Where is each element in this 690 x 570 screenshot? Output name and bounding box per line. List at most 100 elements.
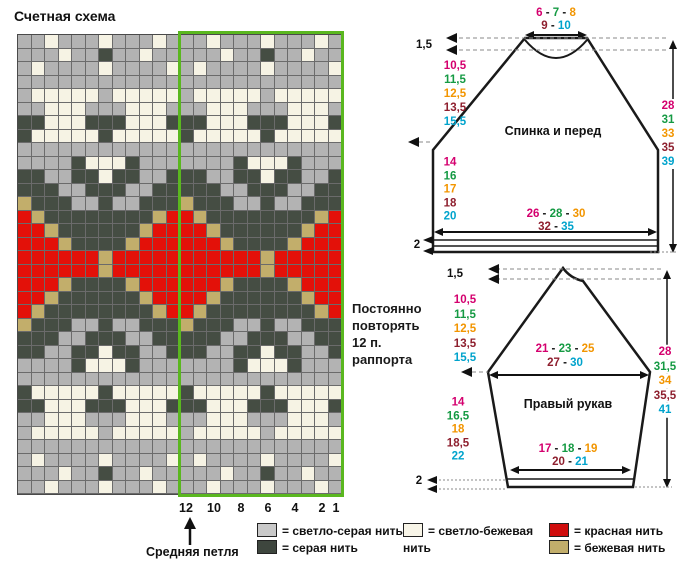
chart-cell <box>139 359 153 373</box>
chart-cell <box>261 129 275 143</box>
chart-cell <box>139 426 153 440</box>
chart-cell <box>220 332 234 346</box>
chart-cell <box>18 156 32 170</box>
chart-cell <box>58 440 72 454</box>
chart-cell <box>45 345 59 359</box>
chart-cell <box>139 197 153 211</box>
chart-cell <box>261 453 275 467</box>
yarn-swatch <box>257 540 277 554</box>
chart-cell <box>72 251 86 265</box>
chart-cell <box>72 48 86 62</box>
size-1-value: 6 <box>536 7 543 19</box>
sl-name: Правый рукав <box>524 397 612 411</box>
chart-cell <box>126 399 140 413</box>
size-1-value: 28 <box>660 99 676 113</box>
chart-cell <box>180 129 194 143</box>
chart-cell <box>301 75 315 89</box>
chart-cell <box>31 305 45 319</box>
chart-cell <box>153 453 167 467</box>
chart-cell <box>99 116 113 130</box>
bf-neck-height: 1,5 <box>416 39 432 51</box>
size-5-value: 15,5 <box>453 351 477 364</box>
chart-cell <box>315 102 329 116</box>
chart-cell <box>247 399 261 413</box>
chart-cell <box>18 197 32 211</box>
chart-cell <box>274 237 288 251</box>
chart-cell <box>126 291 140 305</box>
chart-cell <box>153 399 167 413</box>
chart-cell <box>301 399 315 413</box>
chart-cell <box>261 264 275 278</box>
chart-cell <box>261 467 275 481</box>
chart-cell <box>301 480 315 494</box>
sl-width-123: 21 - 23 - 25 <box>536 343 595 355</box>
size-5-value: 20 <box>443 210 457 223</box>
chart-cell <box>58 62 72 76</box>
chart-cell <box>99 386 113 400</box>
chart-cell <box>45 318 59 332</box>
chart-cell <box>301 35 315 49</box>
chart-cell <box>274 35 288 49</box>
chart-cell <box>315 197 329 211</box>
chart-cell <box>315 318 329 332</box>
chart-cell <box>99 210 113 224</box>
chart-cell <box>126 413 140 427</box>
chart-cell <box>207 332 221 346</box>
chart-cell <box>139 453 153 467</box>
chart-cell <box>58 305 72 319</box>
chart-cell <box>58 116 72 130</box>
chart-cell <box>301 440 315 454</box>
chart-cell <box>288 291 302 305</box>
chart-cell <box>220 372 234 386</box>
chart-cell <box>18 318 32 332</box>
chart-cell <box>126 453 140 467</box>
yarn-swatch <box>257 523 277 537</box>
chart-cell <box>207 129 221 143</box>
chart-cell <box>153 345 167 359</box>
chart-cell <box>58 264 72 278</box>
chart-cell <box>153 480 167 494</box>
chart-cell <box>99 35 113 49</box>
size-3-value: 30 <box>572 208 586 220</box>
chart-cell <box>234 210 248 224</box>
chart-cell <box>234 48 248 62</box>
chart-cell <box>193 332 207 346</box>
chart-cell <box>193 278 207 292</box>
chart-cell <box>315 75 329 89</box>
chart-cell <box>288 237 302 251</box>
sleeve-outline <box>486 265 652 489</box>
chart-cell <box>72 318 86 332</box>
chart-cell <box>301 372 315 386</box>
chart-cell <box>18 426 32 440</box>
chart-cell <box>31 440 45 454</box>
chart-cell <box>112 210 126 224</box>
chart-cell <box>31 48 45 62</box>
chart-cell <box>261 345 275 359</box>
chart-cell <box>180 170 194 184</box>
chart-cell <box>207 345 221 359</box>
chart-cell <box>301 359 315 373</box>
size-3-value: 25 <box>581 343 595 355</box>
chart-cell <box>72 129 86 143</box>
chart-cell <box>207 264 221 278</box>
label-text: - <box>564 456 576 468</box>
chart-cell <box>288 480 302 494</box>
chart-cell <box>234 453 248 467</box>
chart-cell <box>18 264 32 278</box>
chart-cell <box>45 156 59 170</box>
chart-cell <box>72 386 86 400</box>
chart-cell <box>85 440 99 454</box>
chart-cell <box>261 413 275 427</box>
chart-cell <box>315 237 329 251</box>
size-5-value: 10 <box>557 20 571 32</box>
chart-cell <box>139 278 153 292</box>
chart-cell <box>45 305 59 319</box>
chart-cell <box>247 102 261 116</box>
chart-cell <box>220 129 234 143</box>
chart-cell <box>58 399 72 413</box>
back-front-arrows <box>408 31 678 255</box>
chart-cell <box>234 102 248 116</box>
chart-cell <box>153 116 167 130</box>
sl-rib-height: 2 <box>416 475 422 487</box>
chart-cell <box>72 35 86 49</box>
